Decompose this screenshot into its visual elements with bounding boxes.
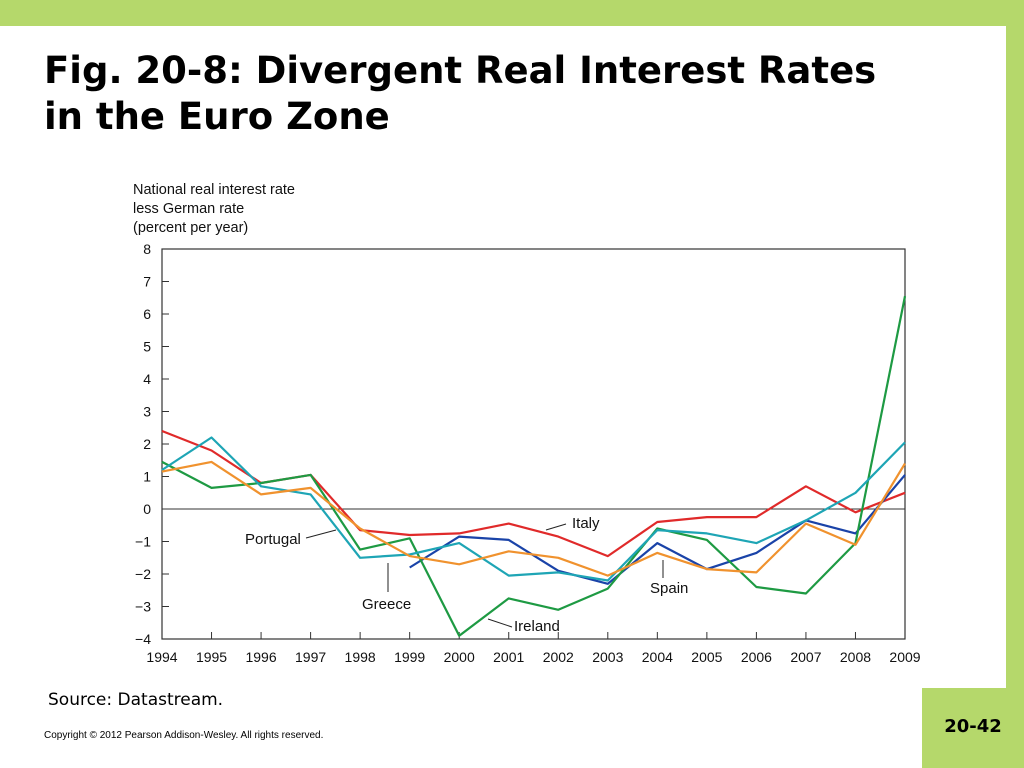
x-tick-label: 1995 — [196, 649, 227, 665]
annotation-leader-ireland — [487, 618, 513, 628]
annotation-label-italy: Italy — [572, 515, 600, 532]
x-tick-label: 1994 — [146, 649, 177, 665]
y-axis: 8 7 6 5 4 3 2 1 0 −1 −2 −3 −4 — [135, 241, 169, 647]
y-tick-label: −3 — [135, 599, 151, 615]
y-tick-label: −4 — [135, 631, 151, 647]
y-axis-title-line: less German rate — [133, 201, 244, 217]
series-line-ireland — [161, 295, 907, 637]
title-line-1: Fig. 20-8: Divergent Real Interest Rates — [44, 49, 877, 92]
x-tick-label: 2004 — [642, 649, 673, 665]
page-number-box: 20-42 — [922, 688, 1024, 768]
y-tick-label: 8 — [143, 241, 151, 257]
page-number: 20-42 — [944, 716, 1002, 737]
x-tick-label: 2007 — [790, 649, 821, 665]
annotation-label-spain: Spain — [650, 580, 688, 597]
x-axis: 1994 1995 1996 1997 1998 1999 2000 2001 2002 2003… — [146, 632, 921, 665]
plot-border — [161, 248, 906, 640]
y-tick-label: 3 — [143, 404, 151, 420]
x-tick-label: 1997 — [295, 649, 326, 665]
annotation-label-portugal: Portugal — [245, 531, 301, 548]
y-axis-title-line: National real interest rate — [133, 182, 295, 198]
y-tick-label: 5 — [143, 339, 151, 355]
x-tick-label: 2009 — [889, 649, 920, 665]
plot-frame — [161, 248, 906, 640]
x-tick-label: 2000 — [444, 649, 475, 665]
series-line-greece — [409, 474, 906, 585]
y-tick-label: 0 — [143, 501, 151, 517]
x-tick-label: 2002 — [543, 649, 574, 665]
x-tick-label: 2001 — [493, 649, 524, 665]
source-note: Source: Datastream. — [48, 690, 224, 710]
y-tick-label: 7 — [143, 274, 151, 290]
x-tick-label: 2006 — [741, 649, 772, 665]
annotation-leader-italy — [545, 523, 567, 531]
y-tick-label: 1 — [143, 469, 151, 485]
copyright-notice: Copyright © 2012 Pearson Addison-Wesley.… — [44, 730, 324, 741]
y-tick-label: −1 — [135, 534, 151, 550]
x-tick-label: 1996 — [245, 649, 276, 665]
annotation-label-ireland: Ireland — [514, 618, 560, 635]
slide-title: Fig. 20-8: Divergent Real Interest Rates… — [44, 48, 944, 140]
y-tick-label: 2 — [143, 436, 151, 452]
right-accent-bar — [1006, 26, 1024, 688]
x-tick-label: 1999 — [394, 649, 425, 665]
x-tick-label: 2005 — [691, 649, 722, 665]
series-annotations: Italy Portugal Greece Ireland Spain — [245, 515, 688, 635]
y-tick-label: 4 — [143, 371, 151, 387]
x-tick-label: 2003 — [592, 649, 623, 665]
annotation-label-greece: Greece — [362, 596, 411, 613]
x-tick-label: 2008 — [840, 649, 871, 665]
x-tick-label: 1998 — [345, 649, 376, 665]
top-accent-bar — [0, 0, 1024, 26]
series-line-spain — [161, 460, 906, 577]
y-axis-title: National real interest rate less German r… — [133, 182, 295, 236]
title-line-2: in the Euro Zone — [44, 95, 390, 138]
y-axis-title-line: (percent per year) — [133, 220, 248, 236]
annotation-leader-portugal — [305, 529, 337, 539]
y-tick-label: −2 — [135, 566, 151, 582]
series-lines — [161, 295, 907, 637]
y-tick-label: 6 — [143, 306, 151, 322]
